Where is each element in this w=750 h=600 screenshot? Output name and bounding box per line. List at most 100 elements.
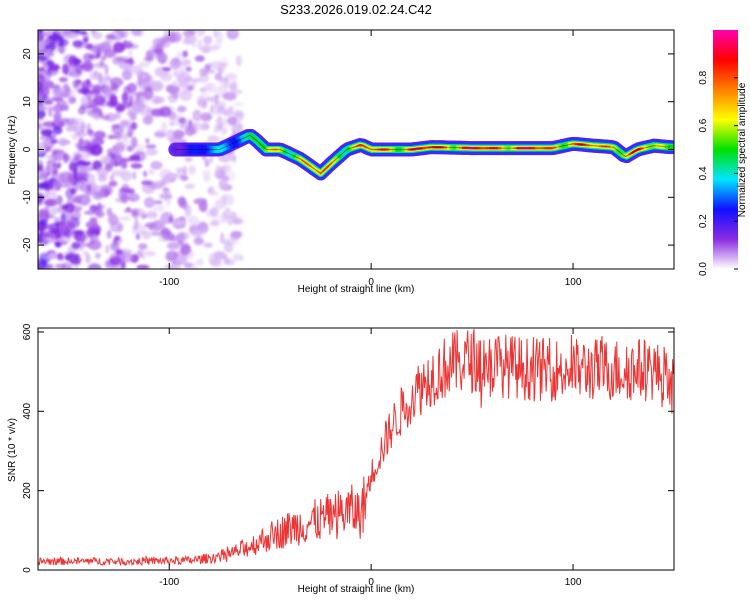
- colorbar-tick-label: 0.8: [698, 70, 709, 84]
- noise-blob: [132, 225, 139, 230]
- noise-blob: [126, 206, 131, 212]
- noise-blob: [176, 254, 189, 264]
- noise-blob: [164, 172, 178, 182]
- spectrogram-y-tick-label: -20: [22, 237, 33, 252]
- noise-blob: [83, 210, 98, 215]
- noise-blob: [110, 124, 121, 129]
- noise-blob: [87, 129, 94, 136]
- noise-blob: [109, 77, 124, 87]
- noise-blob: [141, 180, 153, 186]
- spectrogram-x-label: Height of straight line (km): [298, 284, 415, 295]
- noise-blob: [167, 242, 180, 250]
- noise-blob: [216, 115, 222, 127]
- noise-blob: [213, 103, 220, 109]
- noise-blob: [62, 139, 71, 145]
- noise-blob: [120, 132, 129, 141]
- spectrogram-x-tick-label: 0: [368, 277, 374, 288]
- noise-blob: [158, 193, 173, 200]
- noise-blob: [114, 235, 120, 241]
- noise-blob: [228, 239, 241, 245]
- noise-blob: [227, 116, 238, 126]
- noise-blob: [126, 111, 136, 117]
- noise-blob: [119, 101, 134, 109]
- noise-blob: [143, 197, 155, 208]
- noise-blob: [203, 173, 211, 182]
- spectrogram-x-tick-label: 100: [565, 277, 582, 288]
- noise-blob: [144, 222, 157, 229]
- noise-blob: [104, 64, 109, 76]
- noise-blob: [150, 231, 163, 236]
- noise-blob: [128, 57, 134, 66]
- noise-blob: [131, 171, 137, 180]
- noise-blob: [88, 224, 102, 232]
- noise-blob: [166, 129, 175, 141]
- noise-blob: [115, 249, 124, 255]
- spectrogram-y-tick-label: 0: [22, 146, 33, 152]
- noise-blob: [192, 122, 205, 132]
- noise-blob: [189, 37, 197, 42]
- noise-blob: [47, 233, 56, 244]
- noise-blob: [177, 196, 186, 207]
- noise-blob: [160, 72, 173, 82]
- noise-blob: [48, 105, 53, 118]
- noise-blob: [43, 199, 55, 206]
- noise-blob: [77, 172, 90, 181]
- noise-blob: [145, 148, 158, 156]
- noise-blob: [82, 231, 91, 239]
- noise-blob: [162, 187, 170, 193]
- noise-blob: [38, 31, 41, 42]
- noise-blob: [217, 166, 226, 171]
- noise-blob: [38, 261, 46, 269]
- noise-blob: [121, 69, 133, 81]
- spectrogram-y-ticks: -20 -10 0 10 20: [22, 48, 674, 252]
- noise-blob: [220, 194, 228, 205]
- noise-blob: [100, 204, 106, 210]
- noise-blob: [221, 62, 229, 67]
- noise-blob: [196, 30, 204, 38]
- noise-blob: [228, 30, 239, 36]
- noise-blob: [42, 263, 54, 269]
- noise-blob: [213, 30, 218, 39]
- noise-blob: [178, 117, 187, 124]
- noise-blob: [130, 163, 143, 169]
- noise-blob: [54, 241, 62, 248]
- noise-blob: [63, 30, 72, 35]
- noise-blob: [192, 109, 203, 122]
- noise-blob: [120, 252, 134, 263]
- noise-blob: [156, 52, 168, 64]
- noise-blob: [196, 258, 204, 266]
- snr-y-ticks: 0 200 400 600: [22, 323, 674, 573]
- noise-blob: [76, 144, 85, 152]
- noise-blob: [209, 220, 220, 227]
- noise-blob: [67, 172, 74, 180]
- noise-blob: [220, 232, 225, 244]
- noise-blob: [54, 263, 67, 269]
- noise-blob: [219, 77, 228, 82]
- noise-blob: [159, 106, 172, 118]
- snr-y-tick-label: 600: [22, 323, 33, 340]
- noise-blob: [108, 94, 118, 106]
- noise-blobs: [38, 30, 245, 269]
- noise-blob: [90, 144, 103, 156]
- noise-blob: [114, 131, 122, 140]
- noise-blob: [180, 232, 188, 243]
- colorbar-tick-label: 0.2: [698, 214, 709, 228]
- noise-blob: [208, 253, 215, 265]
- noise-blob: [104, 112, 117, 122]
- noise-blob: [168, 215, 174, 224]
- noise-blob: [97, 72, 104, 83]
- noise-blob: [131, 136, 138, 148]
- noise-blob: [120, 162, 128, 170]
- noise-blob: [74, 264, 79, 269]
- noise-blob: [73, 153, 80, 163]
- noise-blob: [43, 48, 53, 57]
- noise-blob: [81, 60, 94, 72]
- noise-blob: [131, 92, 143, 97]
- noise-blob: [53, 116, 61, 126]
- noise-blob: [118, 119, 133, 128]
- noise-blob: [56, 99, 67, 107]
- noise-blob: [231, 154, 237, 163]
- noise-blob: [83, 251, 89, 256]
- noise-blob: [188, 165, 196, 175]
